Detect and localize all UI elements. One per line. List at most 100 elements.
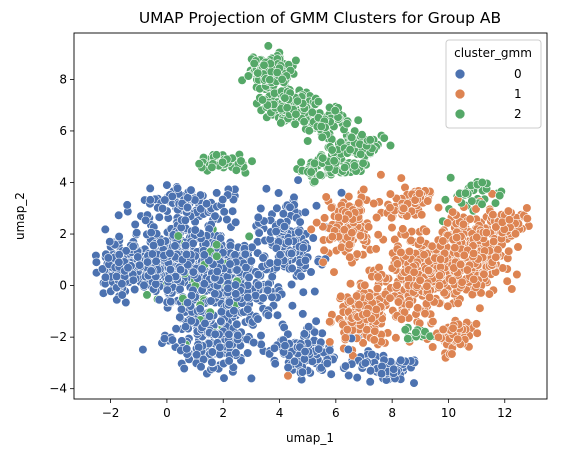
data-point-cluster-2 <box>310 176 320 187</box>
data-point-cluster-1 <box>340 333 351 343</box>
data-point-cluster-1 <box>512 269 522 280</box>
data-point-cluster-1 <box>479 269 489 279</box>
data-point-cluster-0 <box>272 203 282 213</box>
data-point-cluster-0 <box>216 307 227 317</box>
data-point-cluster-1 <box>325 317 335 327</box>
data-point-cluster-1 <box>469 274 479 285</box>
data-point-cluster-1 <box>417 210 427 220</box>
data-point-cluster-0 <box>186 316 196 326</box>
data-point-cluster-2 <box>477 177 487 188</box>
data-point-cluster-0 <box>224 329 234 340</box>
data-point-cluster-1 <box>387 223 397 233</box>
data-point-cluster-0 <box>275 250 285 260</box>
data-point-cluster-1 <box>434 281 445 291</box>
data-point-cluster-1 <box>352 291 362 301</box>
data-point-cluster-0 <box>180 215 190 225</box>
data-point-cluster-2 <box>296 157 306 167</box>
data-point-cluster-0 <box>294 227 304 237</box>
data-point-cluster-1 <box>427 241 437 251</box>
data-point-cluster-1 <box>469 248 479 259</box>
data-point-cluster-1 <box>364 292 375 302</box>
data-point-cluster-0 <box>171 324 181 334</box>
data-point-cluster-1 <box>428 342 438 352</box>
data-point-cluster-1 <box>450 243 460 253</box>
data-point-cluster-2 <box>292 96 303 106</box>
data-point-cluster-1 <box>385 189 396 199</box>
data-point-cluster-1 <box>436 254 446 264</box>
data-point-cluster-1 <box>372 212 382 223</box>
data-point-cluster-0 <box>176 265 186 275</box>
data-point-cluster-2 <box>304 126 314 136</box>
data-point-cluster-0 <box>165 265 175 275</box>
data-point-cluster-1 <box>354 300 364 310</box>
data-point-cluster-2 <box>257 95 268 105</box>
data-point-cluster-0 <box>199 250 209 260</box>
data-point-cluster-2 <box>340 163 350 173</box>
legend-marker-1 <box>454 88 466 100</box>
data-point-cluster-1 <box>347 228 357 238</box>
data-point-cluster-0 <box>293 175 303 185</box>
data-point-cluster-2 <box>272 67 282 78</box>
data-point-cluster-0 <box>145 183 155 193</box>
data-point-cluster-1 <box>420 309 430 319</box>
data-point-cluster-1 <box>369 198 379 209</box>
data-point-cluster-1 <box>453 334 463 344</box>
data-point-cluster-0 <box>290 356 300 367</box>
data-point-cluster-0 <box>206 296 216 306</box>
data-point-cluster-0 <box>212 188 222 198</box>
legend-label-0: 0 <box>514 67 522 81</box>
data-point-cluster-0 <box>253 314 263 324</box>
data-point-cluster-0 <box>311 201 322 211</box>
data-point-cluster-1 <box>413 303 423 313</box>
data-point-cluster-1 <box>502 276 512 286</box>
data-point-cluster-0 <box>300 347 310 357</box>
legend: cluster_gmm 0 1 2 <box>445 39 542 129</box>
data-point-cluster-1 <box>392 280 402 290</box>
data-point-cluster-1 <box>433 332 444 342</box>
data-point-cluster-0 <box>241 262 251 273</box>
data-point-cluster-1 <box>345 296 355 306</box>
data-point-cluster-1 <box>471 204 481 214</box>
x-tick-label: 0 <box>163 406 171 420</box>
data-point-cluster-0 <box>176 304 187 315</box>
data-point-cluster-0 <box>219 207 229 217</box>
data-point-cluster-0 <box>186 185 196 195</box>
data-point-cluster-2 <box>306 167 316 177</box>
data-point-cluster-0 <box>197 264 207 274</box>
data-point-cluster-0 <box>314 344 324 354</box>
data-point-cluster-1 <box>471 319 482 329</box>
data-point-cluster-0 <box>154 212 164 222</box>
data-point-cluster-1 <box>410 195 420 205</box>
data-point-cluster-0 <box>167 335 177 345</box>
data-point-cluster-1 <box>336 291 346 302</box>
data-point-cluster-0 <box>158 204 168 214</box>
data-point-cluster-0 <box>308 233 318 243</box>
data-point-cluster-1 <box>510 229 521 239</box>
data-point-cluster-0 <box>100 224 110 234</box>
data-point-cluster-0 <box>267 292 277 302</box>
data-point-cluster-1 <box>504 215 515 225</box>
data-point-cluster-1 <box>456 259 466 270</box>
data-point-cluster-0 <box>167 191 177 202</box>
data-point-cluster-1 <box>318 257 328 267</box>
data-point-cluster-2 <box>495 191 505 201</box>
data-point-cluster-0 <box>253 212 263 222</box>
x-tick-label: 8 <box>388 406 396 420</box>
data-point-cluster-1 <box>475 303 485 313</box>
data-point-cluster-2 <box>379 133 389 143</box>
data-point-cluster-2 <box>365 135 375 145</box>
data-point-cluster-1 <box>458 219 469 229</box>
data-point-cluster-0 <box>389 364 399 374</box>
data-point-cluster-2 <box>385 140 396 151</box>
data-point-cluster-0 <box>365 377 375 387</box>
data-point-cluster-2 <box>212 251 222 261</box>
data-point-cluster-0 <box>230 280 241 290</box>
data-point-cluster-2 <box>249 58 259 69</box>
data-point-cluster-0 <box>97 264 108 274</box>
data-point-cluster-1 <box>306 224 316 234</box>
data-point-cluster-2 <box>236 156 246 166</box>
data-point-cluster-0 <box>298 309 308 319</box>
data-point-cluster-1 <box>422 281 432 291</box>
data-point-cluster-2 <box>490 198 501 208</box>
data-point-cluster-0 <box>286 249 297 259</box>
